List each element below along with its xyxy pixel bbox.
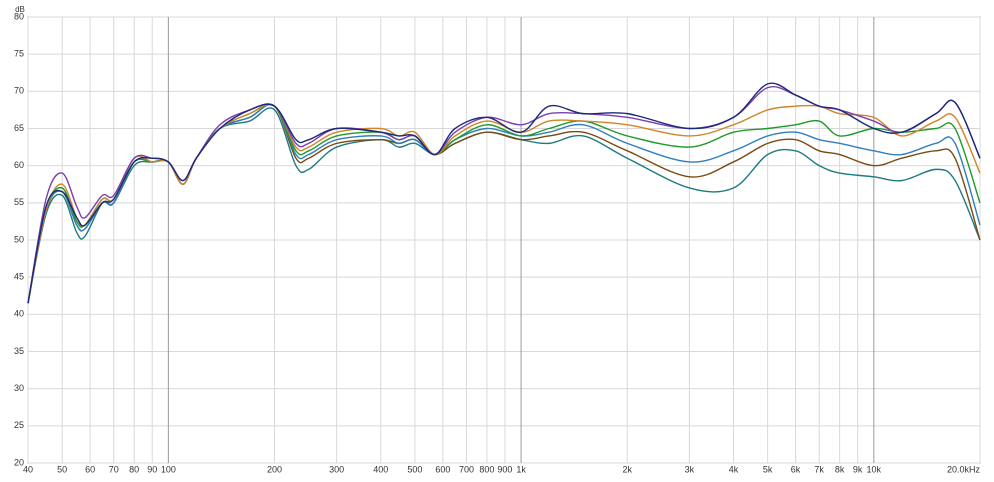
y-tick-label: 65 bbox=[14, 123, 24, 133]
y-tick-label: 50 bbox=[14, 234, 24, 244]
y-tick-label: 75 bbox=[14, 49, 24, 59]
x-tick-label: 900 bbox=[497, 464, 512, 474]
x-tick-label: 4k bbox=[729, 464, 739, 474]
x-tick-label: 500 bbox=[407, 464, 422, 474]
response-curve bbox=[27, 104, 981, 304]
x-tick-label: 300 bbox=[329, 464, 344, 474]
x-tick-label: 100 bbox=[161, 464, 176, 474]
x-tick-label: 70 bbox=[109, 464, 119, 474]
y-tick-label: 30 bbox=[14, 383, 24, 393]
x-tick-label: 10k bbox=[867, 464, 882, 474]
x-tick-label: 20.0kHz bbox=[947, 464, 981, 474]
x-tick-label: 2k bbox=[623, 464, 633, 474]
x-tick-label: 3k bbox=[685, 464, 695, 474]
y-unit: dB bbox=[15, 5, 25, 14]
x-tick-label: 7k bbox=[814, 464, 824, 474]
x-tick-label: 40 bbox=[23, 464, 33, 474]
x-tick-label: 1k bbox=[516, 464, 526, 474]
x-tick-label: 700 bbox=[459, 464, 474, 474]
x-tick-label: 8k bbox=[835, 464, 845, 474]
y-tick-label: 70 bbox=[14, 86, 24, 96]
y-tick-label: 40 bbox=[14, 309, 24, 319]
y-tick-label: 20 bbox=[14, 457, 24, 467]
y-tick-label: 25 bbox=[14, 420, 24, 430]
y-tick-label: 80 bbox=[14, 11, 24, 21]
x-tick-label: 60 bbox=[85, 464, 95, 474]
y-tick-label: 35 bbox=[14, 346, 24, 356]
x-tick-label: 50 bbox=[57, 464, 67, 474]
x-tick-label: 200 bbox=[267, 464, 282, 474]
y-tick-label: 60 bbox=[14, 160, 24, 170]
y-tick-label: 45 bbox=[14, 272, 24, 282]
x-tick-label: 600 bbox=[435, 464, 450, 474]
y-tick-label: 55 bbox=[14, 197, 24, 207]
x-tick-label: 9k bbox=[853, 464, 863, 474]
x-tick-label: 400 bbox=[373, 464, 388, 474]
x-tick-label: 90 bbox=[147, 464, 157, 474]
x-tick-label: 80 bbox=[129, 464, 139, 474]
x-tick-label: 5k bbox=[763, 464, 773, 474]
x-tick-label: 6k bbox=[791, 464, 801, 474]
x-tick-label: 800 bbox=[479, 464, 494, 474]
response-curve bbox=[27, 82, 981, 304]
